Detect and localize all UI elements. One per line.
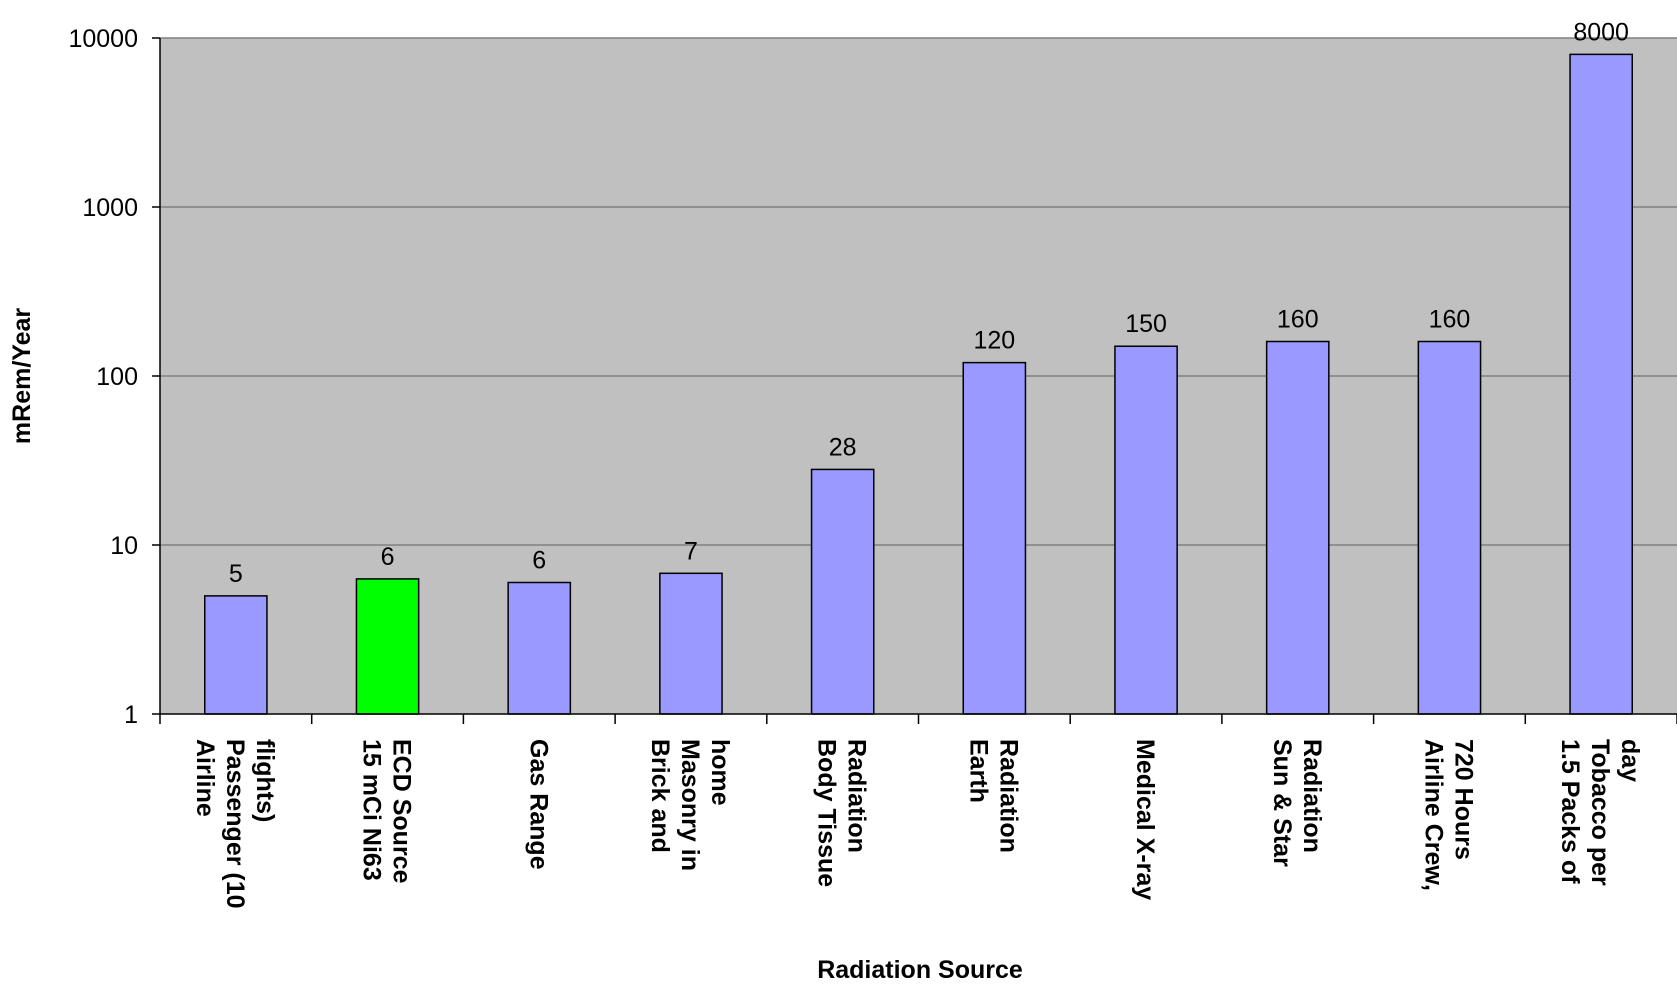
data-label: 120 [973, 327, 1015, 355]
bar [355, 578, 420, 715]
category-label-line: Radiation [1298, 739, 1326, 853]
category-label: Medical X-ray [1131, 739, 1159, 900]
category-label-line: Earth [964, 739, 992, 803]
category-label-line: Sun & Star [1268, 739, 1296, 867]
category-label-line: Airline [191, 739, 219, 817]
bar [659, 572, 723, 715]
data-label: 6 [532, 546, 546, 574]
bar [1114, 345, 1178, 715]
bars [204, 53, 1633, 715]
x-axis-title: Radiation Source [817, 956, 1023, 984]
category-label-line: Radiation [843, 739, 871, 853]
category-label-line: 15 mCi Ni63 [358, 739, 386, 881]
y-tick-label: 1 [124, 701, 138, 729]
data-labels: 5 6 6 7 28 120 150 160 160 8000 [229, 18, 1629, 587]
y-tick-labels: 1 10 100 1000 10000 [68, 25, 138, 729]
category-label-line: Medical X-ray [1131, 739, 1159, 900]
category-label: Airline Passenger (10 flights) [191, 739, 279, 909]
data-label: 6 [381, 543, 395, 571]
category-label-line: Gas Range [524, 739, 552, 870]
category-label-line: Tobacco per [1586, 739, 1614, 886]
category-label-line: Brick and [646, 739, 674, 853]
category-label: 1.5 Packs of Tobacco per day [1556, 739, 1644, 886]
category-label-line: Radiation [994, 739, 1022, 853]
category-label: Body Tissue Radiation [813, 739, 871, 887]
y-tick-label: 1000 [82, 194, 138, 222]
category-label-line: home [706, 739, 734, 806]
data-label: 5 [229, 560, 243, 588]
data-label: 8000 [1573, 18, 1629, 46]
category-label: Sun & Star Radiation [1268, 739, 1326, 867]
category-label: Earth Radiation [964, 739, 1022, 853]
data-label: 160 [1277, 306, 1319, 334]
category-label-line: 1.5 Packs of [1556, 739, 1584, 884]
category-label-line: Masonry in [676, 739, 704, 871]
category-label-line: 720 Hours [1449, 739, 1477, 860]
bar [1569, 53, 1633, 715]
category-label-line: Airline Crew, [1419, 739, 1447, 891]
data-label: 160 [1429, 306, 1471, 334]
bar [810, 468, 875, 715]
data-label: 28 [829, 433, 857, 461]
category-label-line: flights) [251, 739, 279, 822]
bar [204, 595, 268, 715]
y-axis-title: mRem/Year [8, 308, 36, 444]
axes [152, 37, 1677, 724]
category-label: 15 mCi Ni63 ECD Source [358, 739, 416, 884]
category-label-line: Passenger (10 [221, 739, 249, 909]
category-labels: Airline Passenger (10 flights) 15 mCi Ni63 E… [191, 739, 1644, 909]
bar [962, 361, 1027, 715]
category-label: Gas Range [524, 739, 552, 870]
data-label: 150 [1125, 310, 1167, 338]
category-label: Brick and Masonry in home [646, 739, 734, 871]
category-label-line: day [1616, 739, 1644, 782]
data-label: 7 [684, 537, 698, 565]
category-label-line: Body Tissue [813, 739, 841, 887]
bar [1417, 340, 1482, 715]
bar [507, 581, 572, 715]
y-tick-label: 10000 [68, 25, 138, 53]
category-label: Airline Crew, 720 Hours [1419, 739, 1477, 891]
bar [1265, 340, 1330, 715]
y-tick-label: 100 [96, 363, 138, 391]
category-label-line: ECD Source [388, 739, 416, 884]
y-tick-label: 10 [110, 532, 138, 560]
